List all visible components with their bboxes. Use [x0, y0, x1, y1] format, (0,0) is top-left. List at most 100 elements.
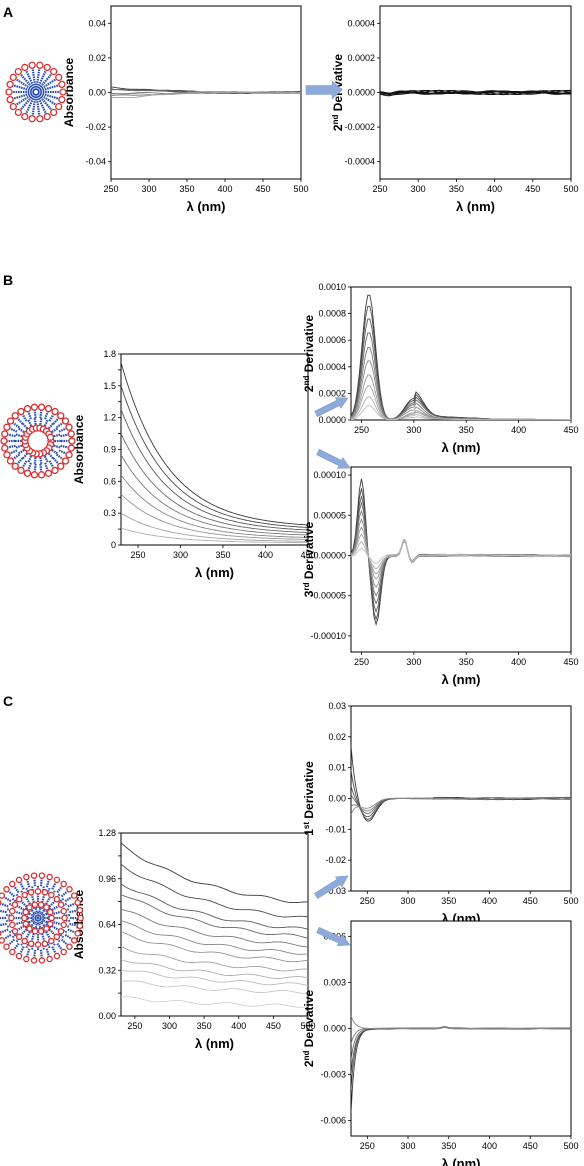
- series-line: [121, 980, 308, 995]
- series-line: [121, 512, 308, 542]
- chart-a2: 250 300 350 400 450 500 -0.0004 -0.0002 0.0000 0.…: [331, 5, 579, 214]
- y-axis-label: Absorbance: [62, 58, 76, 128]
- x-tick-label: 250: [130, 550, 145, 560]
- y-tick-label: -0.00005: [310, 591, 346, 601]
- series-line: [121, 362, 308, 526]
- arrow-c-lower-icon: [316, 926, 351, 947]
- chart-c1: 250 300 350 400 450 500 0.00 0.32 0.64 0.96 1.28 λ …: [72, 828, 316, 1051]
- series-group: [111, 86, 301, 99]
- x-tick-label: 300: [406, 657, 421, 667]
- x-tick-label: 450: [563, 657, 578, 667]
- y-tick-label: 0.0000: [318, 415, 346, 425]
- series-group: [351, 294, 571, 420]
- x-axis-label: λ (nm): [195, 1036, 234, 1051]
- y-tick-label: 0.0006: [318, 335, 346, 345]
- x-tick-label: 250: [354, 657, 369, 667]
- liposome-icon: [0, 403, 76, 479]
- x-tick-label: 450: [563, 425, 578, 435]
- y-tick-label: -0.0002: [344, 122, 375, 132]
- y-tick-label: 0.003: [323, 977, 346, 987]
- series-line: [121, 908, 308, 948]
- y-tick-label: 1.8: [103, 349, 116, 359]
- y-axis-label: 1st Derivative: [302, 761, 316, 836]
- series-line: [380, 90, 571, 95]
- x-tick-label: 250: [360, 1141, 375, 1151]
- y-tick-label: 0.04: [88, 18, 106, 28]
- y-tick-label: 0.64: [98, 920, 116, 930]
- y-tick-label: 1.2: [103, 413, 116, 423]
- series-group: [121, 842, 308, 1008]
- x-tick-label: 500: [563, 184, 578, 194]
- x-axis-label: λ (nm): [442, 672, 481, 687]
- x-tick-label: 300: [411, 184, 426, 194]
- chart-c2: 250 300 350 400 450 500 -0.03 -0.02 -0.01 0.00 0.0…: [302, 701, 579, 926]
- x-tick-label: 250: [127, 1021, 142, 1031]
- y-tick-label: -0.03: [325, 886, 346, 896]
- series-line: [380, 90, 571, 95]
- x-tick-label: 500: [300, 1021, 315, 1031]
- x-tick-label: 300: [173, 550, 188, 560]
- x-tick-label: 400: [482, 896, 497, 906]
- x-tick-label: 300: [162, 1021, 177, 1031]
- y-tick-label: 0.96: [98, 874, 116, 884]
- y-axis-label: 2nd Derivative: [302, 315, 316, 392]
- y-tick-label: 0.02: [328, 732, 346, 742]
- x-tick-label: 300: [401, 896, 416, 906]
- series-group: [351, 745, 571, 822]
- x-tick-label: 500: [563, 1141, 578, 1151]
- series-line: [111, 91, 301, 96]
- x-tick-label: 350: [459, 425, 474, 435]
- series-line: [351, 396, 571, 420]
- y-tick-label: 0.0002: [318, 388, 346, 398]
- arrow-a: [305, 80, 343, 100]
- series-group: [380, 89, 571, 97]
- multilamellar-liposome-icon: [0, 872, 84, 964]
- plot-area: [120, 832, 309, 1017]
- series-line: [121, 527, 308, 544]
- y-tick-label: 0: [111, 540, 116, 550]
- x-tick-label: 400: [258, 550, 273, 560]
- y-tick-label: 1.28: [98, 828, 116, 838]
- series-line: [121, 883, 308, 930]
- series-line: [121, 385, 308, 528]
- y-tick-label: 0.01: [328, 763, 346, 773]
- x-tick-label: 450: [523, 896, 538, 906]
- series-line: [121, 454, 308, 536]
- chart-b1: 250 300 350 400 450 0 0.3 0.6 0.9 1.2 1.5 1.8 λ (nm)…: [72, 349, 316, 580]
- x-tick-label: 250: [103, 184, 118, 194]
- series-line: [121, 920, 308, 955]
- x-tick-label: 300: [406, 425, 421, 435]
- y-tick-label: -0.003: [320, 1070, 346, 1080]
- x-tick-label: 450: [523, 1141, 538, 1151]
- x-tick-label: 250: [354, 425, 369, 435]
- plot-area: [350, 286, 572, 421]
- arrow-b-upper-icon: [314, 397, 349, 418]
- x-axis-label: λ (nm): [187, 199, 226, 214]
- panel-label-a: A: [3, 4, 14, 20]
- series-line: [121, 958, 308, 979]
- series-line: [351, 539, 571, 570]
- chart-c3: 250 300 350 400 450 500 -0.006 -0.003 0.000 0.003…: [302, 920, 579, 1166]
- y-tick-label: 0.0004: [318, 362, 346, 372]
- x-tick-label: 350: [441, 896, 456, 906]
- series-line: [121, 946, 308, 972]
- y-tick-label: 0.00000: [313, 550, 346, 560]
- series-line: [121, 863, 308, 918]
- x-tick-label: 250: [372, 184, 387, 194]
- y-axis-label: Absorbance: [72, 415, 86, 485]
- series-line: [121, 474, 308, 538]
- series-line: [121, 409, 308, 531]
- x-tick-label: 450: [255, 184, 270, 194]
- x-tick-label: 350: [215, 550, 230, 560]
- y-tick-label: 0.0002: [347, 53, 375, 63]
- x-tick-label: 450: [300, 550, 315, 560]
- x-tick-label: 400: [511, 425, 526, 435]
- y-tick-label: 0.00: [88, 88, 106, 98]
- x-tick-label: 500: [293, 184, 308, 194]
- y-tick-label: 0.03: [328, 701, 346, 711]
- x-axis-label: λ (nm): [442, 440, 481, 455]
- y-tick-label: -0.01: [325, 824, 346, 834]
- series-line: [351, 1015, 571, 1030]
- panel-label-c: C: [3, 693, 14, 709]
